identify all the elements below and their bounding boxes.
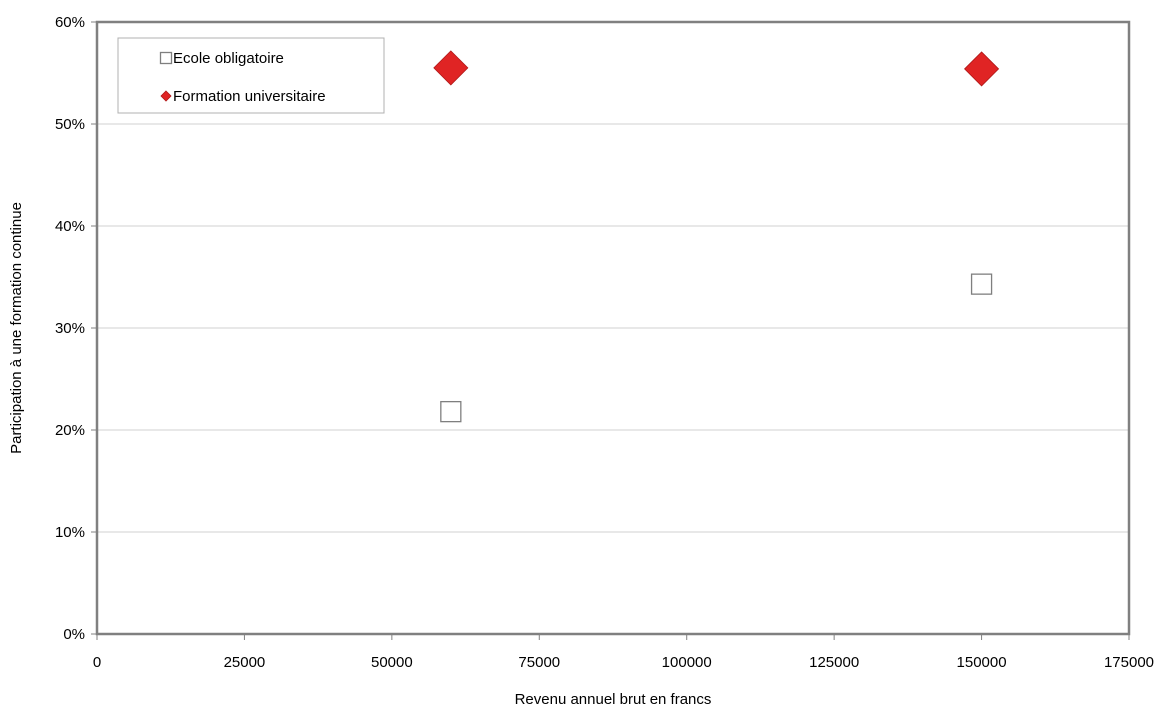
- y-tick-label: 30%: [55, 320, 85, 337]
- legend-marker: [159, 51, 173, 65]
- legend-label: Formation universitaire: [173, 88, 326, 105]
- y-axis-ticks: 0% 10% 20% 30% 40% 50% 60%: [55, 14, 97, 643]
- x-tick-label: 50000: [371, 654, 413, 671]
- legend-label: Ecole obligatoire: [173, 50, 284, 67]
- y-tick-label: 0%: [63, 626, 85, 643]
- x-tick-label: 0: [93, 654, 101, 671]
- x-tick-label: 125000: [809, 654, 859, 671]
- point-series-0: [440, 400, 462, 423]
- point-series-1: [433, 50, 469, 86]
- x-tick-label: 150000: [957, 654, 1007, 671]
- x-tick-label: 25000: [224, 654, 266, 671]
- x-tick-label: 75000: [518, 654, 560, 671]
- gridlines: [97, 123, 1129, 533]
- y-tick-label: 10%: [55, 524, 85, 541]
- point-series-1: [964, 51, 1000, 87]
- legend: Ecole obligatoire Formation universitaire: [117, 37, 385, 114]
- legend-marker: [160, 90, 172, 102]
- x-axis-title: Revenu annuel brut en francs: [515, 691, 712, 708]
- y-tick-label: 60%: [55, 14, 85, 31]
- point-series-0: [970, 273, 993, 295]
- y-tick-label: 40%: [55, 218, 85, 235]
- data-points: [433, 50, 1000, 423]
- y-axis-title: Participation à une formation continue: [8, 202, 25, 454]
- x-tick-label: 100000: [662, 654, 712, 671]
- legend-item: Ecole obligatoire: [159, 50, 284, 67]
- legend-box: [117, 37, 385, 114]
- legend-item: Formation universitaire: [160, 88, 326, 105]
- y-tick-label: 20%: [55, 422, 85, 439]
- x-tick-label: 175000: [1104, 654, 1154, 671]
- x-axis-ticks: 0 25000 50000 75000 100000 125000 150000 175000: [93, 634, 1154, 671]
- y-tick-label: 50%: [55, 116, 85, 133]
